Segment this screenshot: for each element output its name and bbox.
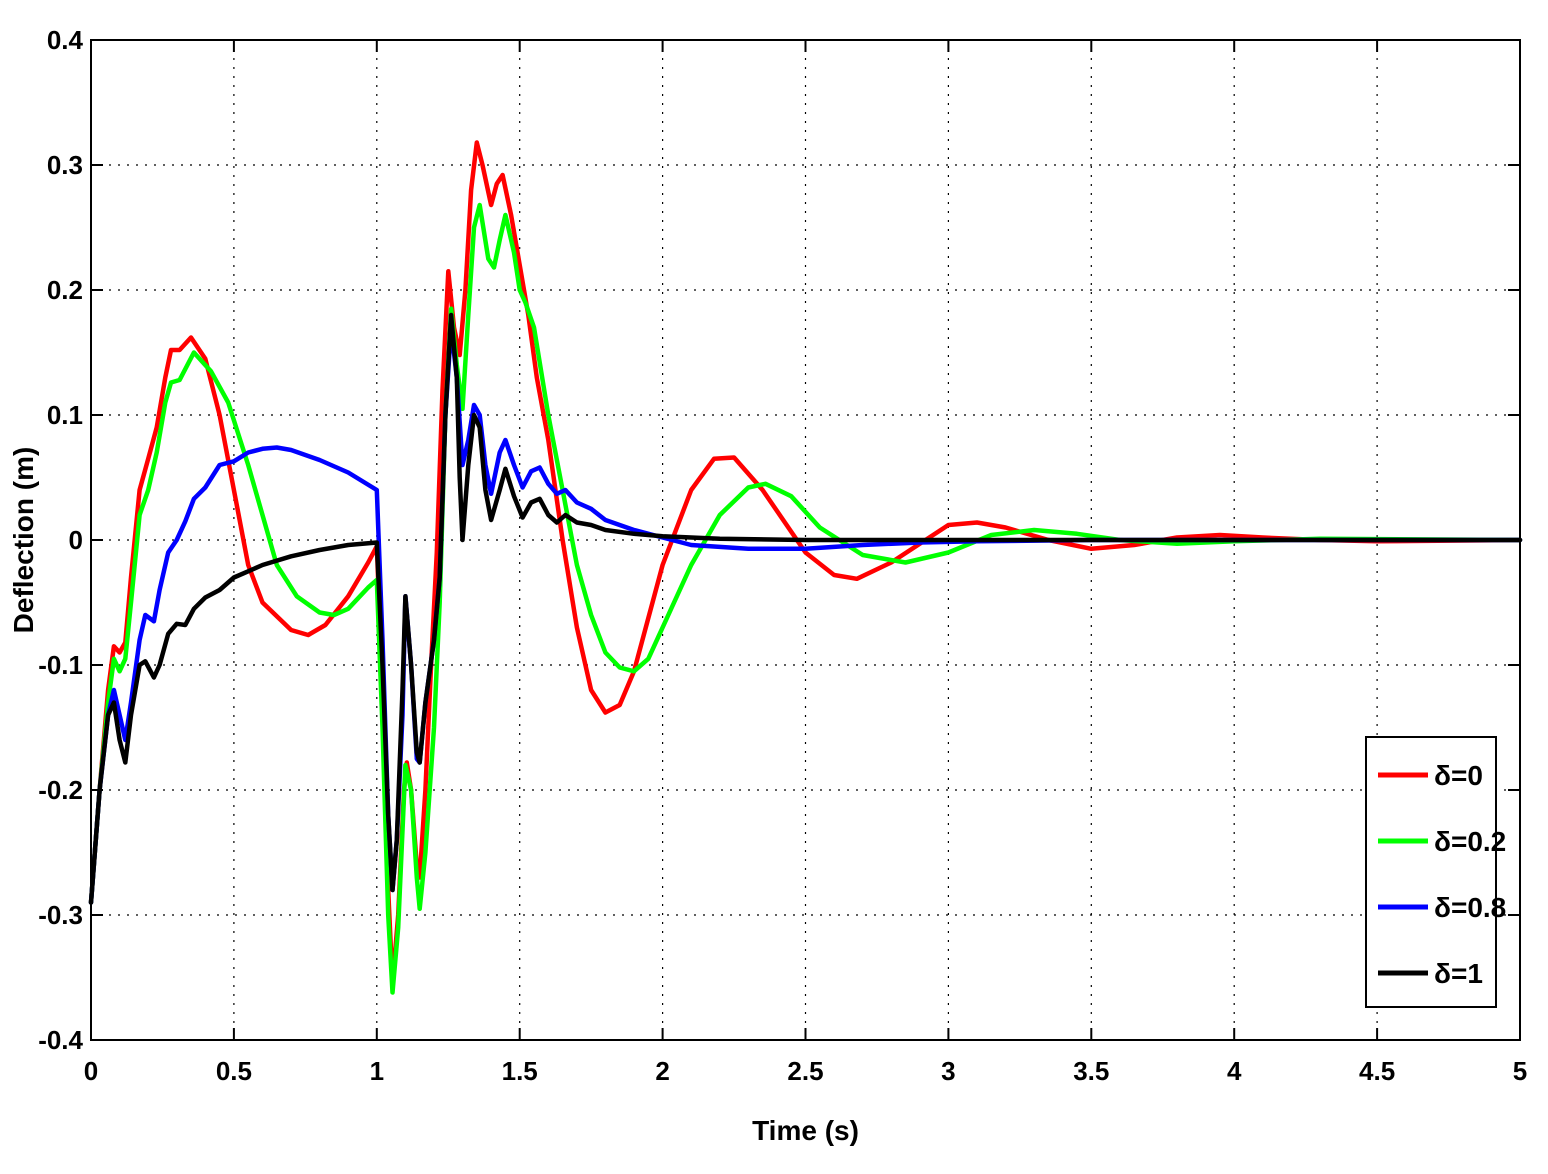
y-tick-label: -0.3: [38, 900, 83, 930]
x-tick-label: 2.5: [787, 1056, 823, 1086]
x-tick-label: 4.5: [1359, 1056, 1395, 1086]
y-axis-label: Deflection (m): [8, 447, 39, 634]
series-lines: [88, 140, 1523, 995]
y-tick-label: -0.4: [38, 1025, 83, 1055]
x-tick-label: 3: [941, 1056, 955, 1086]
legend-label-0: δ=0: [1434, 760, 1483, 791]
series-line-0: [88, 140, 1523, 987]
axis-ticks: [90, 39, 1521, 1041]
y-tick-label: -0.1: [38, 650, 83, 680]
x-tick-label: 1: [370, 1056, 384, 1086]
x-axis-label: Time (s): [752, 1115, 859, 1146]
x-tick-label: 4: [1227, 1056, 1242, 1086]
x-tick-label: 0.5: [216, 1056, 252, 1086]
x-tick-label: 1.5: [502, 1056, 538, 1086]
y-tick-label: 0.3: [47, 150, 83, 180]
y-tick-label: 0: [69, 525, 83, 555]
legend: δ=0 δ=0.2 δ=0.8 δ=1: [1365, 736, 1506, 1008]
x-tick-label: 5: [1513, 1056, 1527, 1086]
y-tick-label: 0.1: [47, 400, 83, 430]
x-tick-labels: 0 0.5 1 1.5 2 2.5 3 3.5 4 4.5 5: [84, 1056, 1527, 1086]
series-line-3: [88, 312, 1523, 905]
y-tick-labels: -0.4 -0.3 -0.2 -0.1 0 0.1 0.2 0.3 0.4: [38, 25, 83, 1055]
y-tick-label: 0.2: [47, 275, 83, 305]
y-tick-label: -0.2: [38, 775, 83, 805]
x-tick-label: 0: [84, 1056, 98, 1086]
x-tick-label: 2: [655, 1056, 669, 1086]
legend-label-2: δ=0.8: [1434, 892, 1506, 923]
y-tick-label: 0.4: [47, 25, 84, 55]
legend-label-1: δ=0.2: [1434, 826, 1506, 857]
legend-label-3: δ=1: [1434, 958, 1483, 989]
legend-box: [1365, 736, 1497, 1008]
x-tick-label: 3.5: [1073, 1056, 1109, 1086]
